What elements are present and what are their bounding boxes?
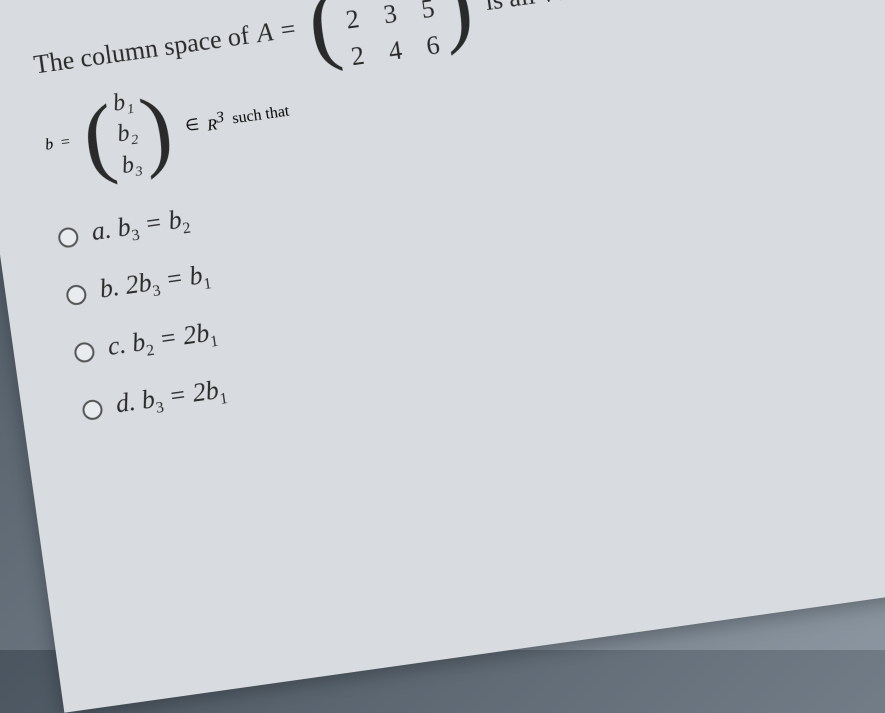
radio-d[interactable] bbox=[81, 399, 104, 422]
matrix-name: A bbox=[253, 3, 277, 62]
option-b-text: b. 2b3 = b1 bbox=[98, 259, 213, 308]
equals-sign: = bbox=[277, 0, 299, 59]
equals-2: = bbox=[60, 133, 71, 152]
opt-b-lhs: 2b3 bbox=[123, 266, 161, 299]
opt-d-letter: d. bbox=[114, 387, 137, 418]
opt-c-rhs: 2b1 bbox=[181, 317, 219, 350]
cell-11: 3 bbox=[378, 0, 403, 35]
cell-10: 2 bbox=[340, 1, 365, 40]
space-R: R3 bbox=[205, 109, 226, 136]
cell-12: 5 bbox=[416, 0, 441, 29]
b2: b₂ bbox=[115, 117, 139, 151]
radio-b[interactable] bbox=[65, 284, 88, 307]
vector-b: ( b₁ b₂ b₃ ) bbox=[77, 82, 177, 187]
cell-22: 6 bbox=[421, 26, 446, 65]
b3: b₃ bbox=[120, 148, 144, 182]
opt-b-rhs: b1 bbox=[187, 259, 212, 291]
cell-21: 4 bbox=[383, 32, 408, 71]
option-d-text: d. b3 = 2b1 bbox=[114, 374, 229, 423]
question-page: The column space of A = ( 1 2 3 2 3 5 2 … bbox=[0, 0, 885, 713]
opt-a-eq: = bbox=[143, 207, 164, 238]
in-symbol: ∈ bbox=[184, 114, 201, 136]
opt-c-letter: c. bbox=[106, 330, 128, 361]
cell-20: 2 bbox=[345, 37, 370, 76]
opt-c-eq: = bbox=[157, 323, 178, 354]
radio-a[interactable] bbox=[57, 226, 80, 249]
opt-d-eq: = bbox=[167, 380, 188, 411]
radio-c[interactable] bbox=[73, 341, 96, 364]
b-var: b bbox=[44, 136, 54, 155]
R-power: 3 bbox=[215, 109, 225, 127]
opt-a-letter: a. bbox=[90, 214, 113, 245]
such-that: such that bbox=[231, 103, 290, 129]
b1: b₁ bbox=[111, 86, 135, 120]
option-a-text: a. b3 = b2 bbox=[90, 203, 192, 251]
option-c-text: c. b2 = 2b1 bbox=[106, 317, 220, 366]
opt-b-letter: b. bbox=[98, 272, 121, 303]
opt-a-lhs: b3 bbox=[115, 211, 140, 243]
opt-a-rhs: b2 bbox=[166, 203, 191, 235]
opt-b-eq: = bbox=[164, 263, 185, 294]
opt-d-lhs: b3 bbox=[140, 383, 165, 415]
opt-d-rhs: 2b1 bbox=[191, 374, 229, 407]
opt-c-lhs: b2 bbox=[130, 326, 155, 358]
